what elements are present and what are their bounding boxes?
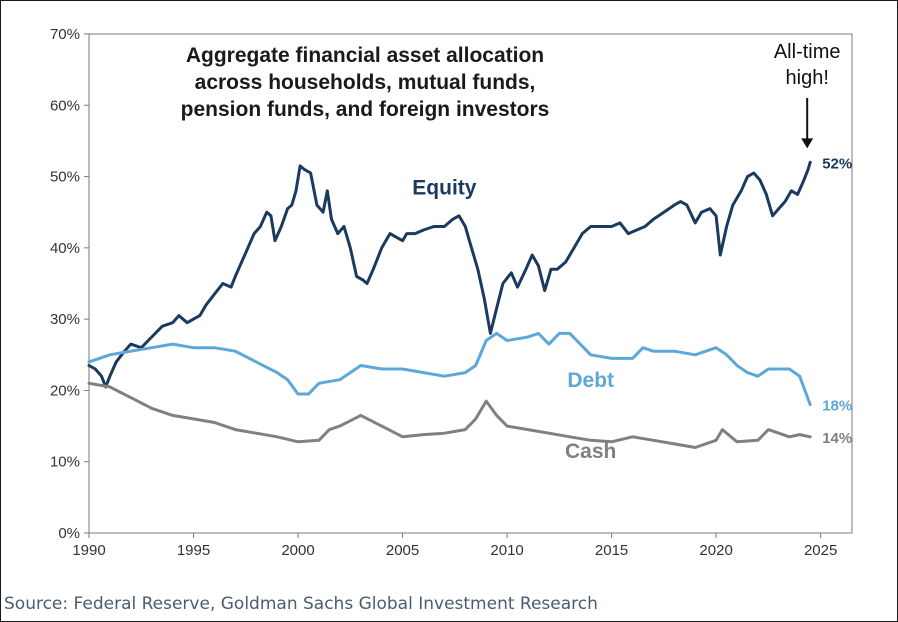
y-tick-label: 60%	[50, 97, 80, 114]
equity-series-line	[87, 160, 812, 389]
x-tick-label: 1990	[72, 542, 105, 559]
y-tick-label: 0%	[58, 525, 80, 542]
x-tick-label: 2020	[699, 542, 732, 559]
plot-area-border	[88, 33, 853, 534]
equity-series-name: Equity	[412, 176, 476, 199]
chart-title: Aggregate financial asset allocation acro…	[181, 44, 550, 121]
y-tick-label: 40%	[50, 240, 80, 257]
x-tick-label: 2015	[595, 542, 628, 559]
x-tick-label: 2025	[804, 542, 837, 559]
y-tick-label: 20%	[50, 382, 80, 399]
cash-series-name: Cash	[565, 440, 616, 463]
cash-series-line	[87, 381, 812, 449]
annotation-text: All-time high!	[774, 41, 841, 89]
y-tick-label: 50%	[50, 169, 80, 186]
y-tick-label: 10%	[50, 454, 80, 471]
source-note: Source: Federal Reserve, Goldman Sachs G…	[4, 594, 598, 614]
chart-axes: 0% 10% 20% 30% 40% 50% 60% 70% 1990 1995 2000 2005 2…	[50, 26, 853, 559]
x-tick-label: 2000	[281, 542, 314, 559]
annotation-arrow-head	[801, 138, 814, 149]
x-tick-label: 2010	[490, 542, 523, 559]
debt-series-line	[87, 331, 812, 407]
debt-series-name: Debt	[567, 369, 614, 392]
equity-end-value-label: 52%	[822, 155, 852, 172]
cash-end-value-label: 14%	[822, 430, 852, 447]
y-tick-label: 70%	[50, 26, 80, 43]
x-tick-label: 1995	[177, 542, 210, 559]
y-tick-label: 30%	[50, 311, 80, 328]
debt-end-value-label: 18%	[822, 398, 852, 415]
chart-labels: Aggregate financial asset allocation acro…	[181, 41, 853, 463]
chart-series	[87, 160, 812, 449]
x-tick-label: 2005	[386, 542, 419, 559]
